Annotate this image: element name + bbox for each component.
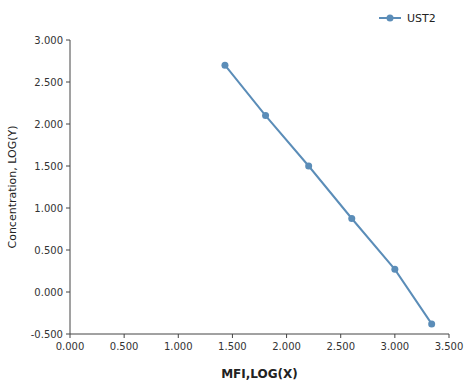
y-tick (66, 250, 70, 251)
y-tick (66, 334, 70, 335)
y-tick-label: 1.500 (34, 161, 63, 172)
x-tick (286, 334, 287, 338)
y-tick (66, 208, 70, 209)
point (221, 62, 228, 69)
x-tick-label: 3.000 (381, 341, 410, 352)
x-tick (124, 334, 125, 338)
x-tick (70, 334, 71, 338)
point (428, 320, 435, 327)
point (305, 163, 312, 170)
x-tick-label: 1.500 (218, 341, 247, 352)
x-tick-label: 0.500 (110, 341, 139, 352)
plot-area (221, 62, 435, 328)
point (348, 215, 355, 222)
y-axis-line (70, 40, 71, 334)
y-tick-label: 3.000 (34, 35, 63, 46)
y-tick (66, 40, 70, 41)
x-tick (394, 334, 395, 338)
y-tick (66, 82, 70, 83)
y-tick-label: 2.000 (34, 119, 63, 130)
x-tick-label: 1.000 (164, 341, 193, 352)
y-axis-label: Concentration, LOG(Y) (6, 125, 19, 248)
point (262, 112, 269, 119)
legend-label: UST2 (407, 12, 436, 25)
chart: 0.000 0.500 1.000 1.500 2.000 2.500 3.000 3.500… (0, 0, 469, 392)
y-tick (66, 166, 70, 167)
x-tick-label: 2.500 (326, 341, 355, 352)
x-tick (232, 334, 233, 338)
y-tick-label: 0.000 (34, 287, 63, 298)
legend-marker (387, 15, 394, 22)
y-tick-label: 2.500 (34, 77, 63, 88)
y-tick (66, 124, 70, 125)
x-axis-line (70, 334, 449, 335)
x-tick (449, 334, 450, 338)
x-tick-label: 2.000 (272, 341, 301, 352)
legend: UST2 (379, 12, 436, 25)
x-tick-label: 0.000 (56, 341, 85, 352)
point (391, 266, 398, 273)
x-axis-label: MFI,LOG(X) (221, 367, 298, 381)
x-tick (340, 334, 341, 338)
y-tick-label: 1.000 (34, 203, 63, 214)
line (225, 65, 432, 324)
y-tick (66, 292, 70, 293)
x-tick (178, 334, 179, 338)
x-tick-label: 3.500 (435, 341, 464, 352)
y-tick-label: -0.500 (31, 329, 63, 340)
y-tick-label: 0.500 (34, 245, 63, 256)
